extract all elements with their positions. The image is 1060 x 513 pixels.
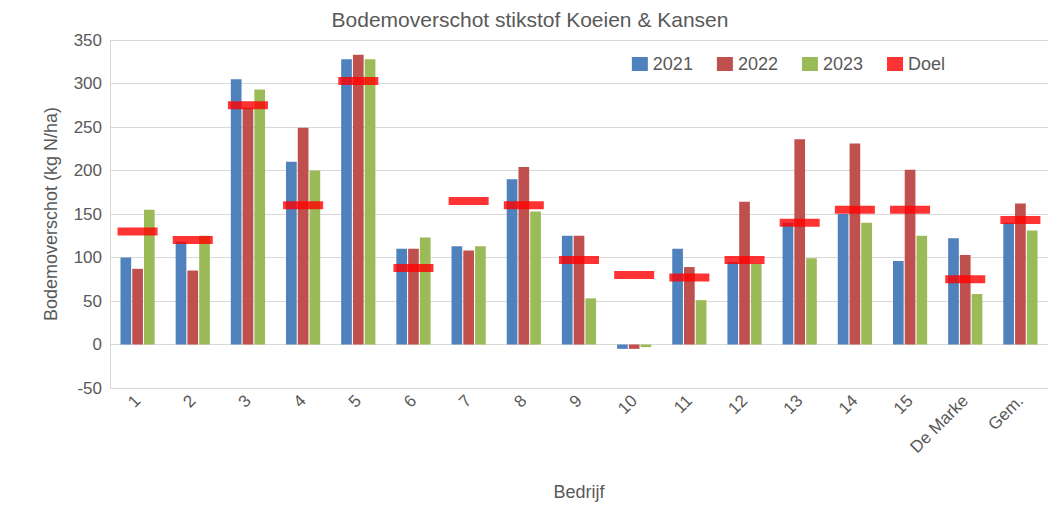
svg-text:1: 1 [124,391,144,411]
svg-text:50: 50 [83,292,102,311]
svg-text:350: 350 [74,31,102,50]
svg-text:0: 0 [93,335,102,354]
svg-text:2023: 2023 [823,54,863,74]
svg-text:2021: 2021 [653,54,693,74]
svg-text:Doel: Doel [908,54,945,74]
svg-text:10: 10 [614,391,641,418]
svg-text:2: 2 [179,391,199,411]
svg-text:12: 12 [724,391,751,418]
svg-text:200: 200 [74,161,102,180]
svg-text:150: 150 [74,205,102,224]
svg-text:14: 14 [835,391,862,418]
svg-text:Bodemoverschot stikstof Koeien: Bodemoverschot stikstof Koeien & Kansen [332,8,729,31]
svg-text:Bedrijf: Bedrijf [553,482,605,502]
svg-text:5: 5 [345,391,365,411]
svg-text:8: 8 [510,391,530,411]
svg-text:Gem.: Gem. [984,391,1027,434]
svg-text:100: 100 [74,248,102,267]
svg-text:11: 11 [670,391,696,417]
svg-text:15: 15 [890,391,917,418]
svg-text:7: 7 [455,391,475,411]
svg-text:250: 250 [74,118,102,137]
svg-text:2022: 2022 [738,54,778,74]
svg-text:13: 13 [780,391,807,418]
svg-text:4: 4 [290,391,310,411]
svg-text:300: 300 [74,74,102,93]
svg-text:Bodemoverschot (kg N/ha): Bodemoverschot (kg N/ha) [41,107,61,321]
svg-text:3: 3 [235,391,255,411]
svg-text:De Marke: De Marke [906,391,971,456]
svg-text:6: 6 [400,391,420,411]
svg-text:-50: -50 [77,379,102,398]
svg-text:9: 9 [566,391,586,411]
